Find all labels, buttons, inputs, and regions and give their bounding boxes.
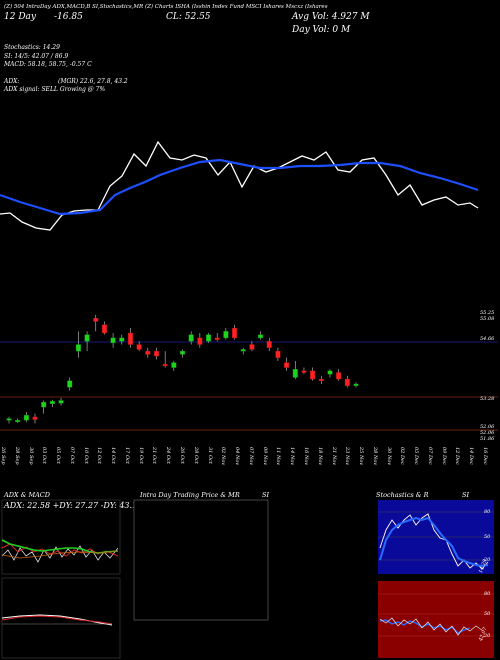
si-readout: SI: 14/5: 42.07 / 86.9 bbox=[4, 53, 69, 60]
stoch-level: 20 bbox=[484, 557, 491, 563]
candle-body bbox=[32, 416, 38, 420]
adx-panel-values: ADX: 22.58 +DY: 27.27 -DY: 43.18 bbox=[4, 501, 143, 510]
candle-body bbox=[266, 341, 272, 349]
candle-body bbox=[344, 378, 350, 386]
candle-body bbox=[119, 337, 125, 342]
stoch-panel-si: SI bbox=[462, 491, 470, 499]
price-line bbox=[0, 140, 479, 231]
price-label: 55.08 bbox=[480, 316, 495, 322]
candle-body bbox=[153, 350, 159, 357]
avg-volume: Avg Vol: 4.927 M bbox=[292, 12, 370, 22]
stoch-level: 50 bbox=[484, 534, 491, 540]
stoch-d-line bbox=[379, 516, 489, 568]
price-label: 51.86 bbox=[480, 436, 495, 442]
candle-body bbox=[93, 317, 99, 322]
price-label: 53.28 bbox=[480, 396, 495, 402]
candle-body bbox=[336, 372, 342, 380]
candle-body bbox=[179, 350, 185, 355]
candle-body bbox=[67, 380, 73, 388]
candle-body bbox=[275, 350, 281, 358]
stoch-k-line bbox=[379, 513, 489, 570]
ma-line bbox=[0, 158, 479, 216]
price-label: 52.06 bbox=[480, 424, 495, 430]
candle-body bbox=[145, 350, 151, 355]
candle-body bbox=[310, 370, 316, 380]
price-label: 54.66 bbox=[480, 336, 495, 342]
price-label: 52.06 bbox=[480, 430, 495, 436]
candle-body bbox=[240, 349, 246, 352]
header-top-line: (Z) 504 IntraDay ADX,MACD,B SI,Stochasti… bbox=[4, 4, 328, 10]
candle-body bbox=[232, 327, 238, 339]
main-price-chart bbox=[0, 140, 498, 431]
adx-signal: ADX signal: SELL Growing @ 7% bbox=[4, 86, 106, 93]
candle-body bbox=[318, 378, 324, 381]
candle-body bbox=[49, 400, 55, 404]
candle-body bbox=[6, 418, 12, 421]
close-label: CL: 52.55 bbox=[166, 12, 211, 22]
candle-body bbox=[75, 344, 81, 352]
candle-body bbox=[41, 401, 47, 408]
price-label: 55.25 bbox=[480, 310, 495, 316]
day-volume: Day Vol: 0 M bbox=[292, 25, 351, 35]
macd-signal bbox=[1, 615, 113, 625]
candle-body bbox=[223, 331, 229, 339]
candle-body bbox=[110, 337, 116, 344]
candle-body bbox=[84, 334, 90, 342]
rsi-level: 50 bbox=[484, 611, 491, 617]
candle-body bbox=[127, 332, 133, 345]
adx-readout: ADX: bbox=[4, 78, 20, 85]
stoch-readout: Stochastics: 14.29 bbox=[4, 44, 60, 51]
return-value: -16.85 bbox=[54, 12, 83, 22]
candle-body bbox=[284, 362, 290, 368]
rsi-level: 20 bbox=[484, 633, 491, 639]
candle-body bbox=[249, 344, 255, 350]
candle-body bbox=[188, 334, 194, 342]
candle-body bbox=[101, 324, 107, 334]
intra-panel-title: Intra Day Trading Price & MR bbox=[140, 491, 240, 499]
rsi-panel-bg bbox=[378, 581, 494, 658]
adx-panel-frame bbox=[1, 499, 121, 575]
candle-body bbox=[171, 362, 177, 368]
candle-body bbox=[136, 344, 142, 350]
intraday-panel-frame bbox=[133, 499, 269, 621]
macd-readout: MACD: 58.18, 58.75, -0.57 C bbox=[4, 61, 92, 68]
candle-body bbox=[327, 370, 333, 375]
rsi-white-line bbox=[379, 617, 483, 636]
return-label: 12 Day bbox=[4, 12, 36, 22]
candle-body bbox=[206, 334, 212, 342]
candle-body bbox=[23, 415, 29, 421]
candle-body bbox=[15, 420, 21, 423]
rsi-level: 80 bbox=[484, 591, 491, 597]
macd-panel-frame bbox=[1, 577, 121, 659]
candle-body bbox=[353, 383, 359, 386]
macd-line bbox=[1, 614, 113, 626]
adx-panel-title: ADX & MACD bbox=[4, 491, 50, 499]
stoch-panel-title: Stochastics & R bbox=[376, 491, 429, 499]
candle-body bbox=[301, 370, 307, 373]
adx-orange-line bbox=[1, 550, 119, 559]
candle-body bbox=[292, 369, 298, 378]
candle-body bbox=[58, 400, 64, 404]
mgr-readout: (MGR) 22.6, 27.8, 43.2 bbox=[58, 78, 128, 85]
stoch-level: 80 bbox=[484, 509, 491, 515]
candle-body bbox=[162, 364, 168, 367]
intra-panel-si: SI bbox=[262, 491, 270, 499]
candle-body bbox=[214, 337, 220, 340]
candle-body bbox=[258, 334, 264, 339]
candle-body bbox=[197, 337, 203, 345]
